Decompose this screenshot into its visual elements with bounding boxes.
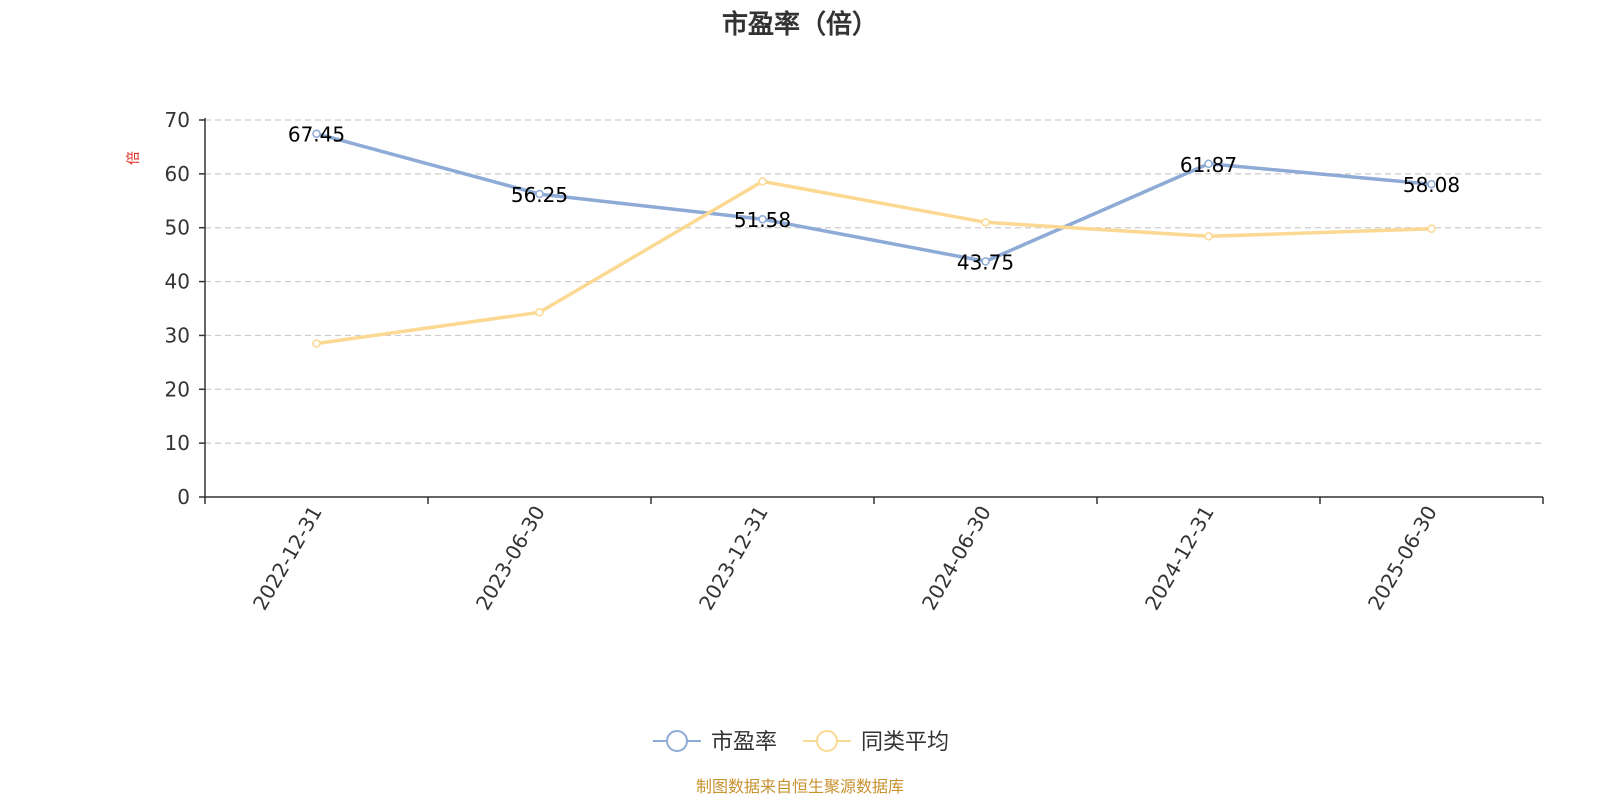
series-line-2 (314, 179, 1434, 346)
series-layer (312, 129, 1436, 348)
series-point-1[interactable] (535, 189, 544, 199)
y-tick-label: 20 (165, 377, 190, 401)
legend-marker (666, 730, 688, 752)
series-point-2[interactable] (1204, 232, 1213, 241)
data-label: 51.58 (734, 208, 791, 232)
y-axis-label: 倍 (126, 151, 142, 165)
data-label: 61.87 (1180, 153, 1237, 177)
legend-item-2[interactable]: 同类平均 (803, 730, 949, 755)
legend-label: 同类平均 (861, 730, 949, 755)
legend-label: 市盈率 (711, 730, 777, 755)
data-label: 43.75 (957, 250, 1014, 274)
grid-layer (205, 119, 1543, 444)
series-point-1[interactable] (312, 129, 321, 138)
legend[interactable]: 市盈率 同类平均 (653, 730, 949, 755)
x-tick-label: 2023-06-30 (471, 502, 550, 615)
data-label: 58.08 (1403, 173, 1460, 197)
legend-marker (816, 730, 838, 752)
data-label-layer: 67.45 56.25 51.58 43.75 61.87 58.08 (288, 123, 1460, 275)
x-tick-label: 2024-06-30 (917, 502, 996, 615)
x-tick-label: 2025-06-30 (1363, 502, 1442, 615)
y-tick-label: 70 (165, 108, 190, 132)
series-point-1[interactable] (1427, 179, 1436, 189)
x-tick-label: 2024-12-31 (1140, 502, 1219, 615)
series-point-2[interactable] (758, 177, 767, 186)
series-line-1 (314, 131, 1434, 264)
y-tick-label: 30 (165, 323, 190, 347)
y-tick-label: 40 (165, 270, 190, 294)
series-point-1[interactable] (1204, 159, 1213, 169)
x-tick-label: 2023-12-31 (694, 502, 773, 615)
series-point-2[interactable] (535, 308, 544, 317)
x-tick-label: 2022-12-31 (248, 502, 327, 615)
y-tick-label: 10 (165, 431, 190, 455)
chart-title: 市盈率（倍） (722, 9, 878, 40)
series-point-2[interactable] (981, 218, 990, 227)
y-tick-label: 50 (165, 216, 190, 240)
source-note: 制图数据来自恒生聚源数据库 (696, 777, 904, 796)
series-point-1[interactable] (758, 214, 767, 224)
axis-layer: 0 10 20 30 40 50 60 70 2022-12-31 2023-06-30 2023-… (165, 108, 1544, 615)
data-label: 56.25 (511, 183, 568, 207)
y-tick-label: 0 (177, 485, 190, 509)
series-point-1[interactable] (981, 257, 990, 266)
series-point-2[interactable] (1427, 224, 1436, 234)
legend-item-1[interactable]: 市盈率 (653, 730, 777, 755)
data-label: 67.45 (288, 123, 345, 147)
series-point-2[interactable] (312, 339, 321, 348)
y-tick-label: 60 (165, 162, 190, 186)
